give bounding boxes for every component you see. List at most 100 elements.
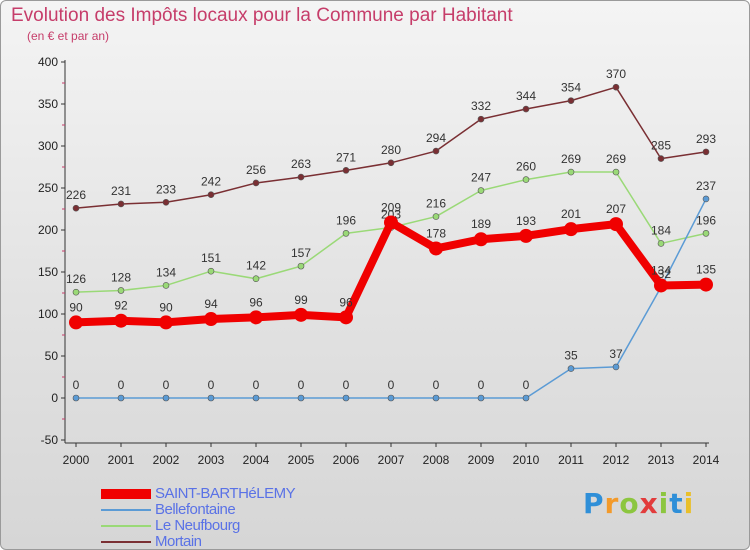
data-point — [252, 394, 260, 402]
x-tick-label: 2005 — [288, 453, 315, 467]
data-label: 0 — [433, 378, 440, 392]
data-label: 0 — [208, 378, 215, 392]
data-point — [69, 315, 83, 330]
data-label: 151 — [201, 251, 221, 265]
y-tick-label: 250 — [38, 181, 58, 195]
data-label: 285 — [651, 139, 671, 153]
data-label: 134 — [651, 263, 671, 277]
data-label: 242 — [201, 175, 221, 189]
legend-item: SAINT-BARTHéLEMY — [101, 485, 361, 502]
data-label: 294 — [426, 131, 446, 145]
chart-subtitle: (en € et par an) — [27, 29, 110, 43]
series-saint-barth-lemy: 90 92 90 94 96 99 96 209 178 189 193 201 207 134 135 — [69, 200, 716, 330]
x-tick-label: 2014 — [693, 453, 720, 467]
data-point — [207, 267, 215, 275]
y-tick-label: 300 — [38, 139, 58, 153]
data-point — [204, 312, 218, 327]
data-label: 280 — [381, 143, 401, 157]
legend-label: Mortain — [155, 533, 202, 550]
data-label: 135 — [696, 263, 716, 277]
data-label: 0 — [343, 378, 350, 392]
data-label: 207 — [606, 202, 626, 216]
y-tick-label: 100 — [38, 307, 58, 321]
x-tick-label: 2003 — [198, 453, 225, 467]
data-label: 344 — [516, 89, 536, 103]
legend-label: Le Neufbourg — [155, 517, 240, 534]
x-tick-label: 2013 — [648, 453, 675, 467]
x-tick-label: 2002 — [153, 453, 180, 467]
data-label: 231 — [111, 184, 131, 198]
data-point — [72, 288, 80, 296]
legend-item: Mortain — [101, 533, 361, 550]
data-label: 178 — [426, 226, 446, 240]
data-label: 0 — [298, 378, 305, 392]
data-label: 269 — [606, 152, 626, 166]
chart-title: Evolution des Impôts locaux pour la Comm… — [11, 5, 513, 26]
data-point — [567, 97, 575, 104]
data-point — [207, 394, 215, 402]
data-label: 201 — [561, 207, 581, 221]
data-point — [162, 282, 170, 289]
data-point — [117, 287, 125, 294]
data-label: 193 — [516, 214, 536, 228]
y-tick-label: 400 — [38, 55, 58, 69]
data-label: 269 — [561, 152, 581, 166]
data-point — [612, 83, 620, 91]
data-label: 260 — [516, 160, 536, 174]
data-label: 0 — [478, 378, 485, 392]
data-label: 189 — [471, 217, 491, 231]
x-tick-label: 2001 — [108, 453, 135, 467]
x-tick-label: 2000 — [63, 453, 90, 467]
data-point — [387, 394, 395, 402]
data-point — [474, 232, 488, 247]
data-point — [522, 176, 530, 183]
data-label: 35 — [564, 349, 578, 363]
x-tick-label: 2009 — [468, 453, 495, 467]
proxiti-logo: Proxiti — [583, 487, 694, 520]
data-point — [432, 394, 440, 402]
data-label: 128 — [111, 270, 131, 284]
data-point — [702, 195, 710, 203]
data-point — [387, 159, 395, 167]
data-label: 37 — [609, 347, 623, 361]
data-point — [702, 230, 710, 237]
data-label: 293 — [696, 132, 716, 146]
data-label: 0 — [523, 378, 530, 392]
y-tick-label: 50 — [45, 349, 59, 363]
data-point — [477, 115, 485, 123]
data-point — [432, 213, 440, 220]
legend-item: Le Neufbourg — [101, 517, 361, 534]
data-label: 96 — [249, 295, 263, 309]
data-point — [384, 215, 398, 230]
data-point — [657, 155, 665, 162]
data-point — [522, 394, 530, 402]
data-point — [609, 217, 623, 232]
x-tick-label: 2007 — [378, 453, 405, 467]
y-tick-label: 200 — [38, 223, 58, 237]
data-point — [612, 168, 620, 176]
data-label: 0 — [73, 378, 80, 392]
data-point — [114, 313, 128, 328]
data-point — [432, 147, 440, 155]
data-point — [699, 277, 713, 292]
logo-letter: t — [669, 487, 684, 520]
y-tick-label: -50 — [41, 433, 59, 447]
data-label: 256 — [246, 163, 266, 177]
data-label: 134 — [156, 265, 176, 279]
data-point — [429, 241, 443, 256]
data-point — [297, 394, 305, 402]
data-label: 184 — [651, 223, 671, 237]
y-tick-label: 0 — [51, 391, 58, 405]
legend-item: Bellefontaine — [101, 501, 361, 518]
data-label: 233 — [156, 182, 176, 196]
data-point — [159, 315, 173, 330]
data-point — [72, 394, 80, 402]
data-point — [702, 148, 710, 156]
legend-swatch — [101, 509, 151, 511]
data-point — [567, 168, 575, 176]
legend-swatch — [101, 525, 151, 527]
legend-swatch — [101, 541, 151, 543]
data-label: 271 — [336, 150, 356, 164]
data-point — [342, 230, 350, 237]
data-label: 216 — [426, 197, 446, 211]
